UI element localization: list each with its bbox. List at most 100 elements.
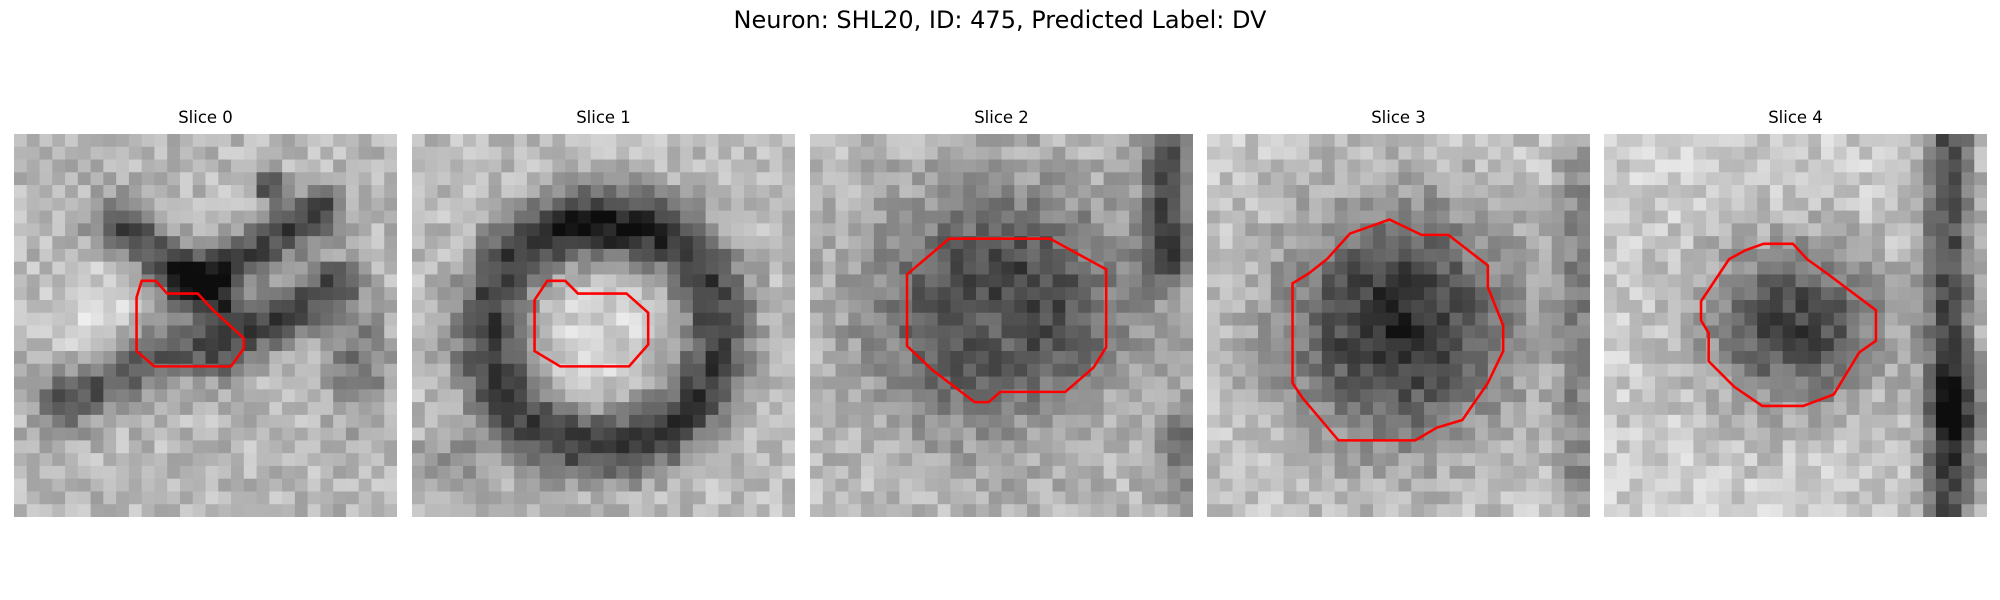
pixel [590,299,605,314]
pixel [1859,414,1873,429]
pixel [1321,478,1336,492]
pixel [1667,363,1682,378]
pixel [1462,236,1476,250]
pixel [1462,261,1476,275]
pixel [577,312,592,327]
pixel [1680,248,1694,263]
pixel [514,389,528,403]
pixel [692,414,707,429]
pixel [1167,351,1181,365]
pixel [192,299,207,314]
pixel [1910,312,1924,327]
pixel [924,491,939,505]
pixel [1718,312,1733,327]
pixel [1103,197,1117,212]
pixel [667,414,681,429]
pixel [231,236,245,250]
pixel [1897,261,1911,275]
pixel [912,248,926,263]
pixel [1744,478,1758,492]
pixel [475,478,490,492]
pixel [1655,453,1669,467]
pixel [282,274,296,288]
pixel [1347,146,1361,161]
pixel [358,210,372,224]
pixel [1961,376,1975,390]
pixel [437,325,451,339]
pixel [1372,389,1387,403]
pixel [810,185,824,199]
pixel [924,504,939,517]
pixel [1129,210,1143,224]
pixel [90,389,104,403]
pixel [822,210,837,224]
pixel [269,261,283,275]
pixel [154,427,168,441]
pixel [128,376,143,390]
pixel [1180,223,1193,237]
pixel [1052,465,1066,480]
pixel [205,185,219,199]
pixel [1487,248,1502,263]
pixel [1309,504,1323,517]
pixel [1706,478,1720,492]
pixel [90,312,104,327]
pixel [1577,287,1590,301]
pixel [1334,261,1348,275]
pixel [667,197,681,212]
pixel [412,440,426,454]
pixel [769,453,783,467]
pixel [822,389,837,403]
pixel [90,287,104,301]
pixel [320,351,334,365]
pixel [1078,274,1092,288]
pixel [1462,363,1476,378]
pixel [1027,363,1041,378]
pixel [1449,427,1463,441]
pixel [873,223,888,237]
pixel [52,185,66,199]
pixel [1833,453,1848,467]
pixel [988,312,1003,327]
pixel [256,185,270,199]
pixel [1424,363,1438,378]
pixel [1795,363,1809,378]
pixel [1411,236,1425,250]
pixel [1219,465,1234,480]
pixel [975,440,990,454]
pixel [39,210,53,224]
pixel [231,185,245,199]
pixel [358,376,372,390]
pixel [835,210,849,224]
pixel [1629,325,1643,339]
pixel [1027,248,1041,263]
pixel [1577,491,1590,505]
pixel [463,478,477,492]
pixel [641,236,656,250]
pixel [154,465,168,480]
pixel [1129,185,1143,199]
pixel [77,465,92,480]
pixel [154,453,168,467]
pixel [539,453,553,467]
pixel [294,261,309,275]
pixel [282,172,296,186]
pixel [756,261,770,275]
pixel [371,172,385,186]
pixel [1935,197,1950,212]
pixel [437,402,451,416]
pixel [256,312,270,327]
pixel [1309,287,1323,301]
pixel [641,402,656,416]
pixel [1001,223,1015,237]
pixel [782,414,795,429]
pixel [1910,223,1924,237]
pixel [167,491,181,505]
pixel [1334,453,1348,467]
pixel [1129,299,1143,314]
pixel [103,210,117,224]
pixel [384,338,397,352]
pixel [769,363,783,378]
pixel [345,146,360,161]
pixel [1667,134,1682,148]
